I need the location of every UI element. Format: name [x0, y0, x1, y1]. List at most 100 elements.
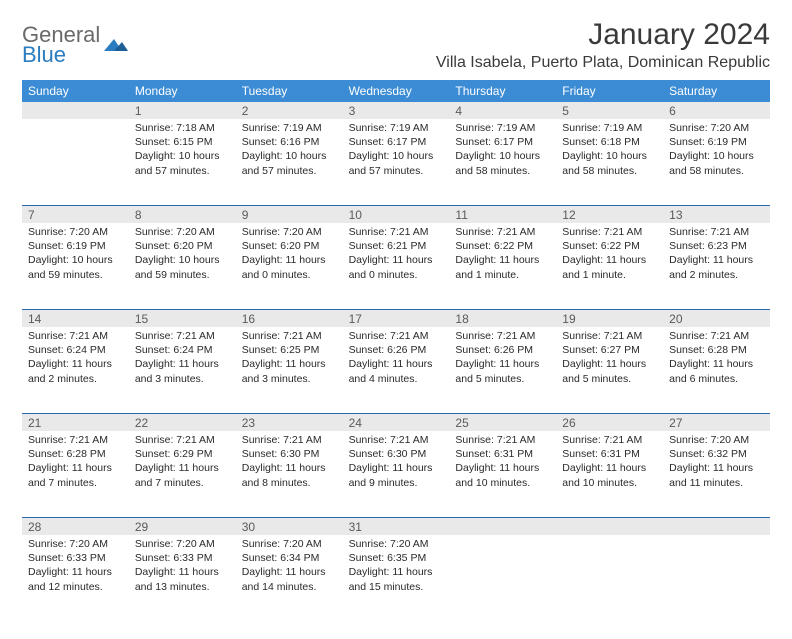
- daylight-text: Daylight: 11 hours and 2 minutes.: [28, 357, 123, 385]
- day-cell: Sunrise: 7:21 AMSunset: 6:27 PMDaylight:…: [556, 327, 663, 413]
- sunrise-text: Sunrise: 7:21 AM: [349, 329, 444, 343]
- day-number: 6: [663, 102, 770, 119]
- day-cell: Sunrise: 7:20 AMSunset: 6:19 PMDaylight:…: [663, 119, 770, 205]
- daylight-text: Daylight: 11 hours and 3 minutes.: [242, 357, 337, 385]
- daylight-text: Daylight: 11 hours and 1 minute.: [562, 253, 657, 281]
- daylight-text: Daylight: 11 hours and 8 minutes.: [242, 461, 337, 489]
- day-number: [22, 102, 129, 119]
- day-cell: Sunrise: 7:21 AMSunset: 6:29 PMDaylight:…: [129, 431, 236, 517]
- sunset-text: Sunset: 6:22 PM: [562, 239, 657, 253]
- daylight-text: Daylight: 11 hours and 0 minutes.: [349, 253, 444, 281]
- sunset-text: Sunset: 6:15 PM: [135, 135, 230, 149]
- day-number: 7: [22, 206, 129, 223]
- day-cell: Sunrise: 7:18 AMSunset: 6:15 PMDaylight:…: [129, 119, 236, 205]
- day-number: [556, 518, 663, 535]
- day-cell: Sunrise: 7:21 AMSunset: 6:23 PMDaylight:…: [663, 223, 770, 309]
- weekday-label: Thursday: [449, 80, 556, 102]
- daylight-text: Daylight: 11 hours and 5 minutes.: [562, 357, 657, 385]
- sunrise-text: Sunrise: 7:21 AM: [242, 433, 337, 447]
- sunrise-text: Sunrise: 7:19 AM: [349, 121, 444, 135]
- weekday-label: Monday: [129, 80, 236, 102]
- sunrise-text: Sunrise: 7:20 AM: [28, 537, 123, 551]
- day-cell: Sunrise: 7:21 AMSunset: 6:31 PMDaylight:…: [449, 431, 556, 517]
- sunrise-text: Sunrise: 7:21 AM: [455, 225, 550, 239]
- logo-word-2: Blue: [22, 44, 100, 66]
- week-content-row: Sunrise: 7:20 AMSunset: 6:19 PMDaylight:…: [22, 223, 770, 309]
- day-cell: Sunrise: 7:19 AMSunset: 6:18 PMDaylight:…: [556, 119, 663, 205]
- day-number: 8: [129, 206, 236, 223]
- weekday-label: Saturday: [663, 80, 770, 102]
- sunset-text: Sunset: 6:34 PM: [242, 551, 337, 565]
- sunset-text: Sunset: 6:19 PM: [28, 239, 123, 253]
- day-cell: Sunrise: 7:21 AMSunset: 6:30 PMDaylight:…: [343, 431, 450, 517]
- daylight-text: Daylight: 11 hours and 6 minutes.: [669, 357, 764, 385]
- day-cell: Sunrise: 7:21 AMSunset: 6:24 PMDaylight:…: [22, 327, 129, 413]
- weekday-header-row: Sunday Monday Tuesday Wednesday Thursday…: [22, 80, 770, 102]
- sunset-text: Sunset: 6:29 PM: [135, 447, 230, 461]
- daylight-text: Daylight: 10 hours and 58 minutes.: [455, 149, 550, 177]
- daylight-text: Daylight: 11 hours and 3 minutes.: [135, 357, 230, 385]
- weeks-container: 123456Sunrise: 7:18 AMSunset: 6:15 PMDay…: [22, 102, 770, 621]
- day-number-row: 14151617181920: [22, 309, 770, 327]
- daylight-text: Daylight: 11 hours and 10 minutes.: [455, 461, 550, 489]
- sunset-text: Sunset: 6:16 PM: [242, 135, 337, 149]
- page-header: General Blue January 2024 Villa Isabela,…: [22, 18, 770, 72]
- day-number: 25: [449, 414, 556, 431]
- week-content-row: Sunrise: 7:18 AMSunset: 6:15 PMDaylight:…: [22, 119, 770, 205]
- sunrise-text: Sunrise: 7:19 AM: [242, 121, 337, 135]
- day-number: 15: [129, 310, 236, 327]
- sunset-text: Sunset: 6:20 PM: [242, 239, 337, 253]
- sunrise-text: Sunrise: 7:19 AM: [562, 121, 657, 135]
- weekday-label: Wednesday: [343, 80, 450, 102]
- day-cell: [449, 535, 556, 621]
- sunset-text: Sunset: 6:28 PM: [28, 447, 123, 461]
- sunset-text: Sunset: 6:26 PM: [455, 343, 550, 357]
- daylight-text: Daylight: 11 hours and 2 minutes.: [669, 253, 764, 281]
- week-content-row: Sunrise: 7:21 AMSunset: 6:24 PMDaylight:…: [22, 327, 770, 413]
- sunset-text: Sunset: 6:20 PM: [135, 239, 230, 253]
- sunrise-text: Sunrise: 7:21 AM: [562, 433, 657, 447]
- daylight-text: Daylight: 11 hours and 15 minutes.: [349, 565, 444, 593]
- daylight-text: Daylight: 10 hours and 58 minutes.: [562, 149, 657, 177]
- sunset-text: Sunset: 6:30 PM: [242, 447, 337, 461]
- location-subtitle: Villa Isabela, Puerto Plata, Dominican R…: [436, 54, 770, 72]
- daylight-text: Daylight: 11 hours and 9 minutes.: [349, 461, 444, 489]
- day-cell: Sunrise: 7:21 AMSunset: 6:31 PMDaylight:…: [556, 431, 663, 517]
- day-number: 11: [449, 206, 556, 223]
- sunrise-text: Sunrise: 7:21 AM: [28, 433, 123, 447]
- sunset-text: Sunset: 6:31 PM: [562, 447, 657, 461]
- sunset-text: Sunset: 6:23 PM: [669, 239, 764, 253]
- sunset-text: Sunset: 6:24 PM: [135, 343, 230, 357]
- day-cell: Sunrise: 7:21 AMSunset: 6:21 PMDaylight:…: [343, 223, 450, 309]
- day-number: 9: [236, 206, 343, 223]
- day-number-row: 21222324252627: [22, 413, 770, 431]
- sunrise-text: Sunrise: 7:20 AM: [135, 537, 230, 551]
- day-cell: Sunrise: 7:20 AMSunset: 6:35 PMDaylight:…: [343, 535, 450, 621]
- daylight-text: Daylight: 11 hours and 7 minutes.: [28, 461, 123, 489]
- sunset-text: Sunset: 6:24 PM: [28, 343, 123, 357]
- day-number: 13: [663, 206, 770, 223]
- day-number: 10: [343, 206, 450, 223]
- sunrise-text: Sunrise: 7:21 AM: [562, 329, 657, 343]
- sunset-text: Sunset: 6:18 PM: [562, 135, 657, 149]
- sunset-text: Sunset: 6:21 PM: [349, 239, 444, 253]
- sunset-text: Sunset: 6:19 PM: [669, 135, 764, 149]
- day-number: 2: [236, 102, 343, 119]
- daylight-text: Daylight: 10 hours and 59 minutes.: [135, 253, 230, 281]
- sunrise-text: Sunrise: 7:21 AM: [349, 433, 444, 447]
- daylight-text: Daylight: 10 hours and 57 minutes.: [242, 149, 337, 177]
- day-cell: Sunrise: 7:21 AMSunset: 6:28 PMDaylight:…: [663, 327, 770, 413]
- day-number: 23: [236, 414, 343, 431]
- sunrise-text: Sunrise: 7:21 AM: [455, 433, 550, 447]
- daylight-text: Daylight: 11 hours and 14 minutes.: [242, 565, 337, 593]
- logo-text: General Blue: [22, 24, 100, 66]
- daylight-text: Daylight: 11 hours and 10 minutes.: [562, 461, 657, 489]
- daylight-text: Daylight: 11 hours and 5 minutes.: [455, 357, 550, 385]
- day-cell: [663, 535, 770, 621]
- daylight-text: Daylight: 11 hours and 13 minutes.: [135, 565, 230, 593]
- day-number: 22: [129, 414, 236, 431]
- sunrise-text: Sunrise: 7:21 AM: [669, 329, 764, 343]
- day-cell: Sunrise: 7:20 AMSunset: 6:32 PMDaylight:…: [663, 431, 770, 517]
- day-number: 29: [129, 518, 236, 535]
- day-cell: Sunrise: 7:20 AMSunset: 6:33 PMDaylight:…: [22, 535, 129, 621]
